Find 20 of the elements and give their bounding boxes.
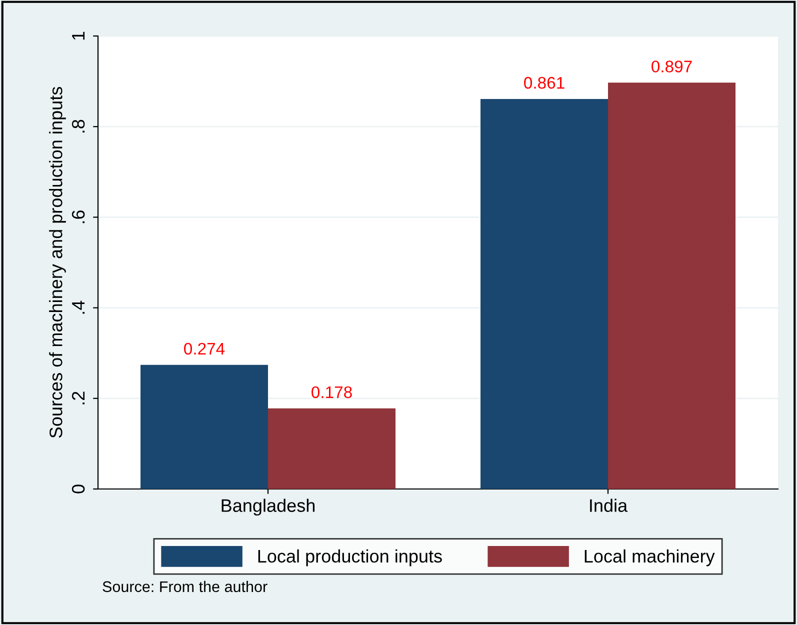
legend-label: Local machinery bbox=[584, 549, 715, 566]
legend-label: Local production inputs bbox=[258, 549, 442, 566]
y-tick-label: .8 bbox=[72, 120, 85, 132]
x-tick-label: Bangladesh bbox=[222, 498, 315, 516]
source-note: Source: From the author bbox=[102, 580, 268, 592]
bar bbox=[480, 98, 608, 489]
data-label: 0.178 bbox=[312, 386, 352, 398]
x-tick-label: India bbox=[590, 498, 628, 512]
y-axis-title: Sources of machinery and production inputs bbox=[49, 86, 66, 438]
data-label: 0.274 bbox=[184, 342, 225, 355]
y-tick-label: .2 bbox=[72, 392, 85, 404]
y-tick-label: 1 bbox=[72, 32, 85, 40]
bar bbox=[268, 408, 396, 489]
y-tick-label: 0 bbox=[72, 484, 85, 494]
bar bbox=[608, 82, 736, 489]
data-label: 0.897 bbox=[652, 60, 692, 72]
bar bbox=[140, 364, 268, 489]
y-tick-label: .6 bbox=[72, 210, 85, 224]
y-tick-label: .4 bbox=[72, 300, 85, 314]
data-label: 0.861 bbox=[524, 76, 564, 89]
